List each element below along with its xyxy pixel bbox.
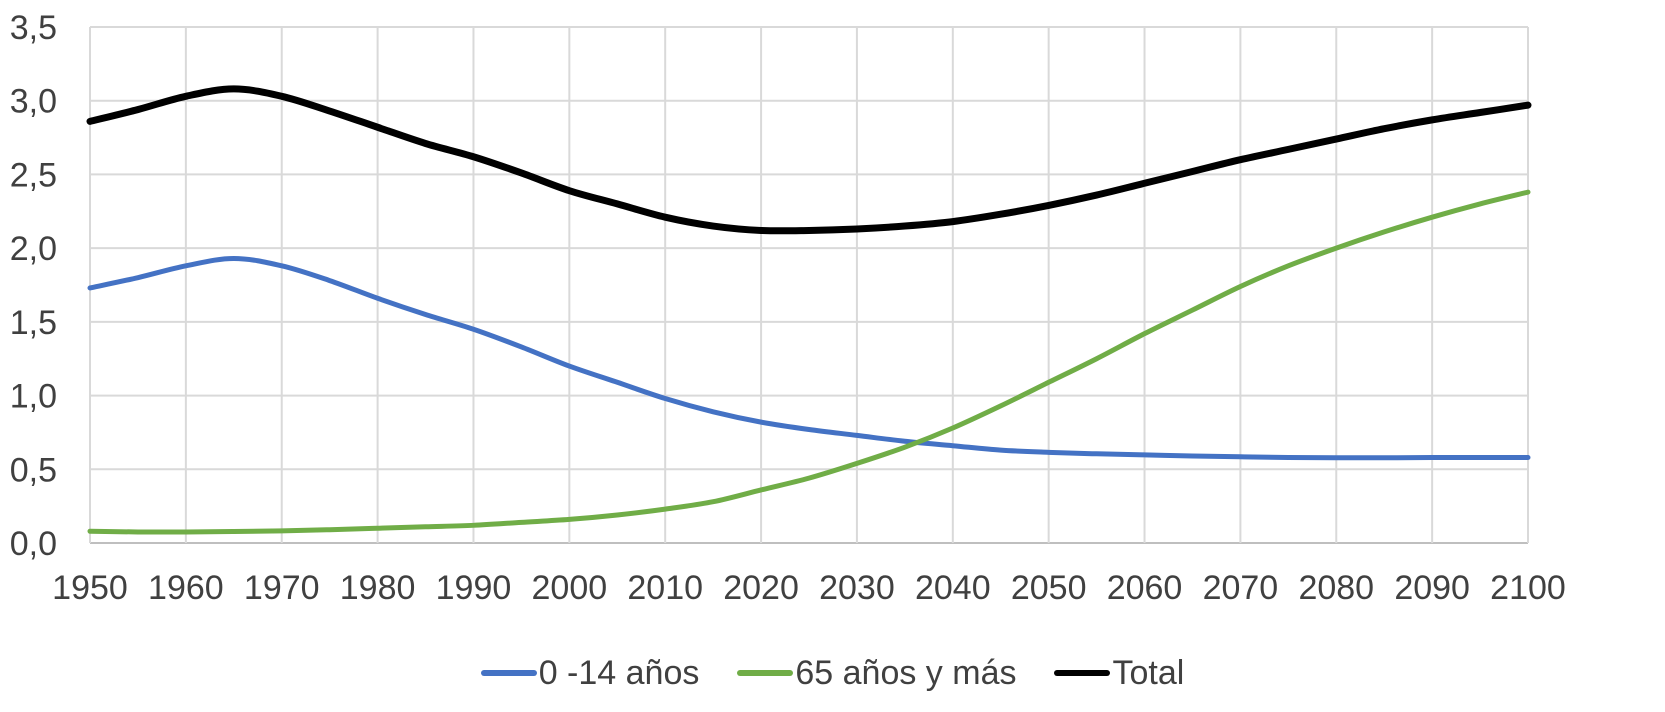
legend-swatch-total bbox=[1054, 670, 1111, 676]
series-line-0-14 bbox=[87, 255, 1531, 461]
x-tick-label: 2080 bbox=[1298, 569, 1374, 607]
x-tick-label: 1960 bbox=[148, 569, 224, 607]
legend-swatch-65-plus bbox=[737, 670, 794, 676]
x-tick-label: 2000 bbox=[532, 569, 608, 607]
legend-item-total: Total bbox=[1054, 654, 1184, 693]
legend-swatch-0-14 bbox=[480, 670, 537, 676]
x-tick-label: 1980 bbox=[340, 569, 416, 607]
x-tick-label: 1990 bbox=[436, 569, 512, 607]
y-tick-label: 1,5 bbox=[10, 304, 57, 342]
x-tick-label: 2040 bbox=[915, 569, 991, 607]
legend-label-total: Total bbox=[1112, 653, 1185, 692]
y-axis-tick-labels: 0,0 0,5 1,0 1,5 2,0 2,5 3,0 3,5 bbox=[10, 9, 57, 563]
y-tick-label: 2,0 bbox=[10, 230, 57, 268]
x-tick-label: 2030 bbox=[819, 569, 895, 607]
legend-item-0-14: 0 -14 años bbox=[480, 653, 700, 693]
series-line-total bbox=[86, 85, 1532, 235]
legend: 0 -14 años 65 años y más Total bbox=[0, 648, 1665, 698]
x-tick-label: 2070 bbox=[1203, 569, 1279, 607]
y-tick-label: 3,5 bbox=[10, 9, 57, 47]
x-tick-label: 1950 bbox=[52, 569, 128, 607]
x-tick-label: 1970 bbox=[244, 569, 320, 607]
y-tick-label: 0,5 bbox=[10, 451, 57, 489]
legend-item-65-plus: 65 años y más bbox=[737, 654, 1016, 693]
legend-label-0-14: 0 -14 años bbox=[538, 653, 700, 692]
x-tick-label: 2010 bbox=[627, 569, 703, 607]
x-tick-label: 2060 bbox=[1107, 569, 1183, 607]
x-tick-label: 2100 bbox=[1490, 569, 1566, 607]
y-tick-label: 2,5 bbox=[10, 156, 57, 194]
x-tick-label: 2020 bbox=[723, 569, 799, 607]
x-tick-label: 2050 bbox=[1011, 569, 1087, 607]
series-lines bbox=[86, 85, 1532, 535]
x-tick-label: 2090 bbox=[1394, 569, 1470, 607]
series-line-65-plus bbox=[87, 189, 1531, 535]
y-tick-label: 0,0 bbox=[10, 525, 57, 563]
x-axis-tick-labels: 1950 1960 1970 1980 1990 2000 2010 2020 2030 2040… bbox=[52, 569, 1566, 607]
y-tick-label: 3,0 bbox=[10, 83, 57, 121]
legend-label-65-plus: 65 años y más bbox=[795, 653, 1017, 692]
y-tick-label: 1,0 bbox=[10, 378, 57, 416]
